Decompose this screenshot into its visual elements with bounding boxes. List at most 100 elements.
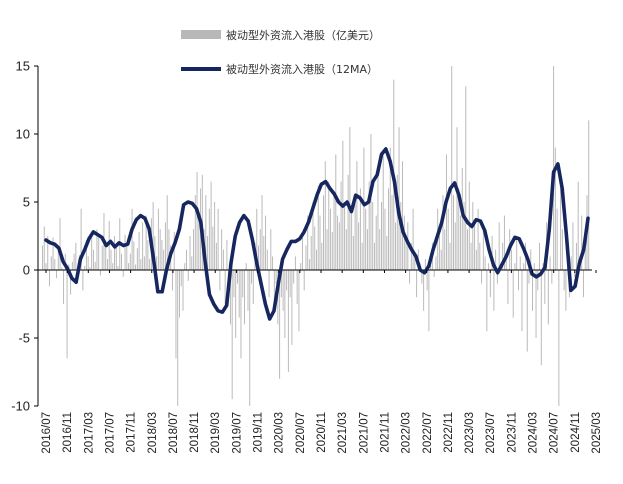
x-tick-label: 2019/03	[210, 412, 222, 454]
bar	[475, 249, 477, 270]
bar	[243, 270, 245, 325]
x-tick-label: 2018/11	[189, 412, 201, 453]
bar	[572, 222, 574, 270]
bar	[575, 242, 577, 270]
bar	[456, 127, 458, 270]
bar	[235, 270, 237, 338]
bar	[85, 240, 87, 270]
bar	[207, 236, 209, 270]
bar	[268, 270, 270, 298]
bar	[444, 229, 446, 270]
bar	[157, 208, 159, 270]
bar	[440, 249, 442, 270]
bar	[122, 270, 124, 277]
bar	[377, 168, 379, 270]
x-tick-label: 2022/11	[443, 412, 455, 453]
bar	[194, 195, 196, 270]
x-tick-label: 2020/11	[316, 412, 328, 453]
legend-label-line: 被动型外资流入港股（12MA）	[226, 62, 378, 76]
bar	[98, 237, 100, 270]
bar	[391, 195, 393, 270]
bar	[143, 256, 145, 270]
bar	[152, 202, 154, 270]
bar	[238, 270, 240, 318]
bar	[49, 270, 50, 287]
bar	[502, 242, 504, 270]
bar	[247, 270, 249, 311]
bar	[196, 172, 198, 270]
bar	[87, 256, 89, 270]
bar	[307, 215, 309, 270]
bar	[426, 270, 428, 291]
bar	[208, 208, 210, 270]
bar	[110, 249, 112, 270]
bar	[344, 202, 346, 270]
bar	[331, 231, 333, 270]
bar	[101, 245, 103, 270]
bar	[386, 236, 388, 270]
bar	[117, 265, 119, 270]
bar	[421, 270, 423, 284]
line-12ma	[44, 147, 590, 321]
bar	[463, 202, 465, 270]
bar	[368, 181, 370, 270]
bar	[293, 270, 295, 284]
bar	[514, 263, 516, 270]
bar	[42, 245, 43, 270]
bar	[323, 195, 324, 270]
bar	[303, 270, 305, 291]
bar	[231, 270, 233, 400]
bar	[354, 195, 356, 270]
bar	[333, 191, 335, 270]
bar	[340, 181, 342, 270]
x-tick-label: 2019/07	[231, 412, 243, 454]
bar	[251, 270, 252, 284]
bar	[245, 263, 247, 270]
bar	[266, 249, 268, 270]
bar	[467, 229, 469, 270]
bar	[187, 270, 189, 281]
bar	[298, 270, 300, 332]
bar	[410, 242, 412, 270]
bar	[45, 263, 47, 270]
bar	[321, 242, 323, 270]
bar	[445, 154, 447, 270]
bar	[164, 222, 166, 270]
bar	[43, 226, 45, 270]
bar	[396, 174, 398, 270]
bar	[370, 134, 372, 270]
bar	[486, 270, 488, 332]
bar	[496, 270, 498, 284]
bar	[526, 270, 528, 352]
bar	[280, 270, 282, 298]
bar	[588, 120, 590, 271]
bar	[442, 195, 444, 270]
x-tick-label: 2020/07	[295, 412, 307, 454]
bar	[533, 263, 535, 270]
bar	[249, 270, 251, 406]
bar	[56, 270, 58, 279]
bar	[279, 270, 281, 379]
bar	[222, 249, 224, 270]
bar	[145, 215, 147, 270]
x-tick-label: 2018/03	[147, 412, 159, 454]
bar	[163, 249, 165, 270]
bar	[519, 256, 521, 270]
bar	[142, 222, 144, 270]
bar	[138, 231, 140, 270]
bar	[479, 242, 481, 270]
y-tick-label: 10	[16, 127, 30, 142]
bar	[560, 188, 562, 270]
bar	[581, 215, 583, 270]
bar	[447, 208, 449, 270]
bar	[57, 249, 59, 270]
bar	[84, 265, 86, 270]
bar	[372, 202, 374, 270]
x-tick-label: 2020/03	[274, 412, 286, 454]
bar	[503, 215, 505, 270]
bar	[106, 259, 108, 270]
bar	[373, 242, 375, 270]
bar	[523, 263, 525, 270]
bar	[416, 270, 418, 298]
bar	[59, 218, 61, 270]
